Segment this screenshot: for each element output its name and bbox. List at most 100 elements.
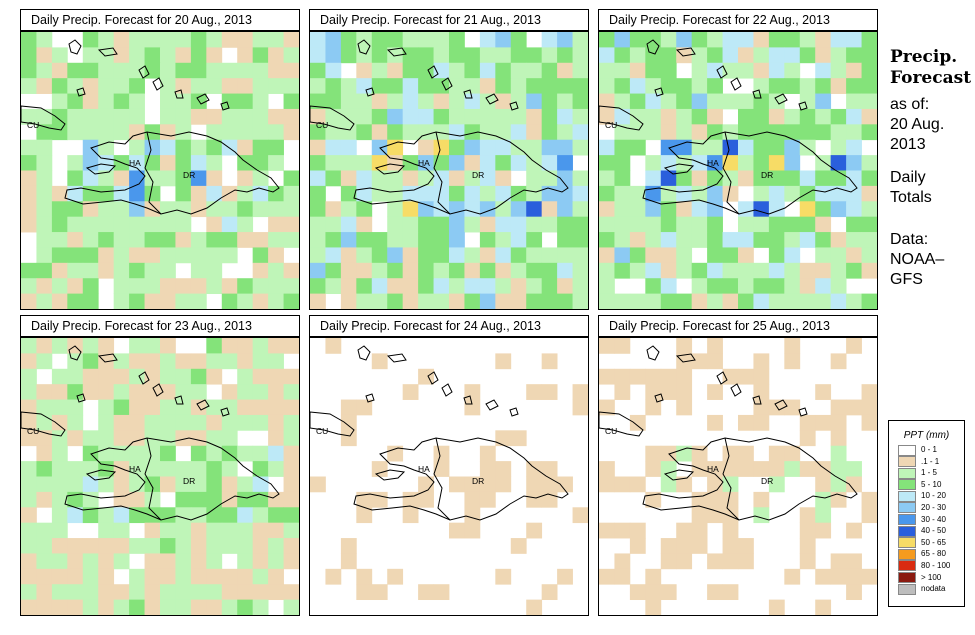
precip-cell: [21, 399, 37, 416]
precip-cell: [830, 262, 847, 279]
precip-cell: [283, 124, 299, 141]
precip-cell: [541, 47, 558, 64]
precip-cell: [237, 47, 254, 64]
precip-cell: [572, 78, 588, 94]
map-svg: CU HA DR: [310, 32, 588, 309]
precip-cell: [113, 430, 130, 447]
precip-cell: [815, 108, 832, 125]
precip-cell: [861, 155, 877, 171]
legend-swatch: [898, 560, 916, 572]
precip-cell: [768, 47, 785, 64]
precip-cell: [283, 201, 299, 218]
precip-cell: [36, 216, 53, 233]
precip-cell: [707, 216, 723, 233]
precip-cell: [799, 93, 816, 110]
precip-cell: [82, 47, 99, 64]
precip-cell: [799, 293, 816, 309]
precip-cell: [768, 216, 785, 233]
precip-cell: [67, 584, 84, 601]
bahamas-island-coastline: [386, 47, 407, 57]
precip-cell: [221, 293, 238, 309]
precip-cell: [190, 414, 207, 431]
precip-cell: [175, 538, 192, 554]
precip-cell: [268, 384, 284, 400]
precip-cell: [645, 108, 662, 125]
precip-cell: [541, 461, 558, 477]
precip-cell: [160, 139, 176, 156]
legend-swatch: [898, 548, 916, 560]
precip-cell: [495, 201, 512, 218]
precip-cell: [237, 93, 254, 110]
sidebar-date-1: 20 Aug.: [890, 116, 945, 133]
bahamas-island-coastline: [716, 65, 728, 79]
precip-cell: [160, 338, 176, 354]
precip-cell: [36, 139, 53, 156]
precip-cell: [67, 430, 84, 447]
precip-cell: [67, 399, 84, 416]
precip-cell: [21, 293, 37, 309]
precip-cell: [526, 47, 543, 64]
precip-cell: [495, 155, 512, 171]
precip-cell: [799, 108, 816, 125]
precip-cell: [82, 476, 99, 493]
precip-cell: [190, 368, 207, 385]
legend-label: 20 - 30: [921, 502, 946, 512]
precip-cell: [784, 185, 801, 202]
precip-cell: [402, 247, 419, 264]
precip-cell: [21, 353, 37, 370]
hispaniola-coastline: [353, 131, 569, 215]
precip-cell: [340, 124, 357, 141]
precip-cell: [572, 32, 588, 48]
precip-map: CU HA DR: [20, 31, 300, 310]
haiti-dr-border: [722, 131, 740, 215]
bahamas-island-coastline: [752, 395, 762, 405]
precip-cell: [629, 78, 646, 94]
precip-cell: [541, 93, 558, 110]
bahamas-island-coastline: [365, 87, 375, 97]
precip-cell: [433, 185, 450, 202]
precip-cell: [599, 247, 615, 264]
precip-cell: [268, 247, 284, 264]
precip-cell: [676, 170, 693, 187]
precip-cell: [402, 185, 419, 202]
precip-cell: [572, 232, 588, 248]
precip-cell: [387, 262, 404, 279]
precip-cell: [268, 522, 284, 539]
precip-cell: [340, 47, 357, 64]
precip-cell: [237, 414, 254, 431]
precip-cell: [722, 124, 739, 141]
precip-cell: [129, 293, 145, 309]
precip-cell: [268, 445, 284, 462]
precip-cell: [599, 32, 615, 48]
precip-cell: [464, 384, 481, 400]
precip-cell: [768, 278, 785, 295]
precip-cell: [722, 185, 739, 202]
bahamas-island-coastline: [76, 87, 86, 97]
precip-map: CU HA DR: [598, 31, 878, 310]
precip-map: CU HA DR: [20, 337, 300, 616]
precip-cell: [464, 522, 481, 539]
precip-cell: [144, 507, 161, 524]
precip-cell: [495, 476, 512, 493]
precip-cell: [753, 491, 770, 508]
precip-cell: [371, 170, 388, 187]
precip-cell: [268, 47, 284, 64]
precip-cell: [784, 32, 801, 48]
precip-cell: [768, 108, 785, 125]
precip-cell: [113, 78, 130, 94]
precip-cell: [82, 185, 99, 202]
precip-cell: [36, 278, 53, 295]
precip-cell: [707, 139, 723, 156]
gonave-island-coastline: [85, 469, 117, 481]
precip-cell: [707, 293, 723, 309]
precip-cell: [36, 461, 53, 477]
bahamas-island-coastline: [463, 395, 473, 405]
precip-cell: [340, 185, 357, 202]
precip-cell: [799, 232, 816, 248]
precip-cell: [815, 62, 832, 79]
precip-cell: [98, 247, 115, 264]
precip-cell: [144, 47, 161, 64]
precip-cell: [21, 108, 37, 125]
precip-cell: [252, 568, 269, 585]
precip-cell: [614, 78, 631, 94]
